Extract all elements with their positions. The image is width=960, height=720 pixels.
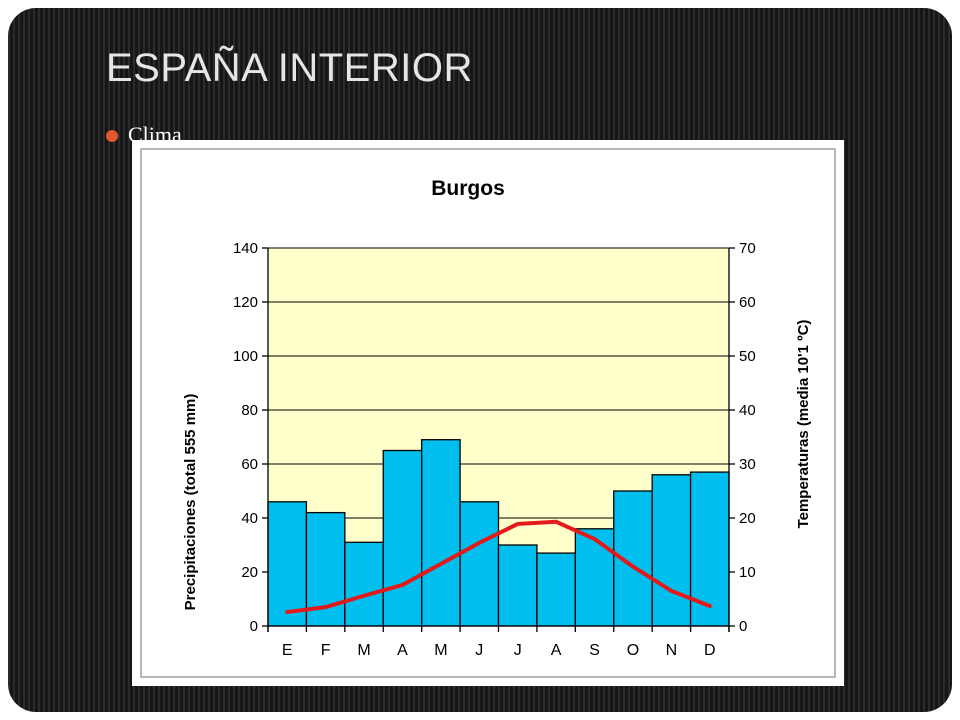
y-tick-label: 80	[241, 402, 258, 419]
y-tick-label: 20	[241, 564, 258, 581]
climate-chart-frame: Burgos 0 20 40 60 80 100 120 140 0 10 20 30 40 50 60 7…	[132, 140, 844, 686]
x-tick-label: A	[551, 642, 562, 659]
x-tick-label: D	[704, 642, 716, 659]
x-tick-label: O	[627, 642, 639, 659]
precipitation-bar	[689, 471, 730, 627]
x-tick-label: F	[321, 642, 331, 659]
precipitation-bar	[651, 474, 692, 627]
y-axis-label: Precipitaciones (total 555 mm)	[182, 394, 199, 611]
precipitation-bar	[344, 541, 384, 627]
x-tick-label: A	[397, 642, 408, 659]
x-tick-label: M	[357, 642, 370, 659]
precipitation-bar	[536, 552, 576, 627]
precipitation-bar	[421, 439, 461, 627]
y2-tick-label: 70	[739, 240, 756, 257]
climate-chart: Burgos 0 20 40 60 80 100 120 140 0 10 20 30 40 50 60 7…	[132, 140, 844, 686]
y2-tick-label: 50	[739, 348, 756, 365]
y-tick-label: 60	[241, 456, 258, 473]
y-tick-label: 0	[250, 618, 258, 635]
slide-title: ESPAÑA INTERIOR	[106, 46, 473, 90]
precipitation-bar	[267, 501, 308, 627]
precipitation-bar	[497, 544, 538, 627]
y2-tick-label: 30	[739, 456, 756, 473]
y2-tick-label: 40	[739, 402, 756, 419]
y-tick-label: 100	[233, 348, 258, 365]
y2-axis-label: Temperaturas (media 10'1 ºC)	[795, 320, 812, 529]
x-tick-label: S	[589, 642, 600, 659]
temperature-line	[285, 519, 712, 614]
y2-tick-label: 10	[739, 564, 756, 581]
y-tick-label: 40	[241, 510, 258, 527]
y-tick-label: 140	[233, 240, 258, 257]
y2-tick-label: 20	[739, 510, 756, 527]
x-tick-label: N	[666, 642, 678, 659]
chart-title: Burgos	[431, 177, 505, 200]
y2-tick-label: 60	[739, 294, 756, 311]
precipitation-bar	[459, 501, 500, 627]
bullet-dot-icon	[106, 130, 118, 142]
y2-tick-label: 0	[739, 618, 747, 635]
precipitation-bar	[574, 528, 615, 627]
x-tick-label: E	[282, 642, 293, 659]
x-tick-label: J	[514, 642, 522, 659]
x-tick-label: J	[475, 642, 483, 659]
x-tick-label: M	[434, 642, 447, 659]
y-tick-label: 120	[233, 294, 258, 311]
chart-border	[140, 148, 836, 678]
precipitation-bar	[382, 449, 423, 627]
